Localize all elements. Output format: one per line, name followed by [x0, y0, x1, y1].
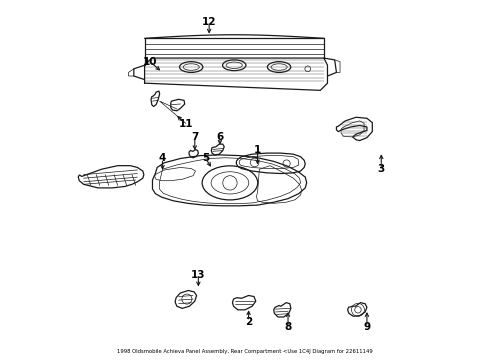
Text: 2: 2 — [245, 317, 252, 327]
Text: 8: 8 — [284, 322, 292, 332]
Text: 13: 13 — [191, 270, 206, 280]
Text: 12: 12 — [202, 17, 217, 27]
Text: 1998 Oldsmobile Achieva Panel Assembly, Rear Compartment <Use 1C4J Diagram for 2: 1998 Oldsmobile Achieva Panel Assembly, … — [117, 349, 373, 354]
Text: 6: 6 — [216, 132, 223, 142]
Text: 3: 3 — [378, 164, 385, 174]
Text: 11: 11 — [178, 120, 193, 129]
Text: 4: 4 — [159, 153, 166, 163]
Text: 7: 7 — [191, 132, 198, 142]
Text: 9: 9 — [364, 322, 370, 332]
Text: 10: 10 — [143, 57, 157, 67]
Text: 5: 5 — [202, 153, 209, 163]
Text: 1: 1 — [254, 144, 261, 154]
